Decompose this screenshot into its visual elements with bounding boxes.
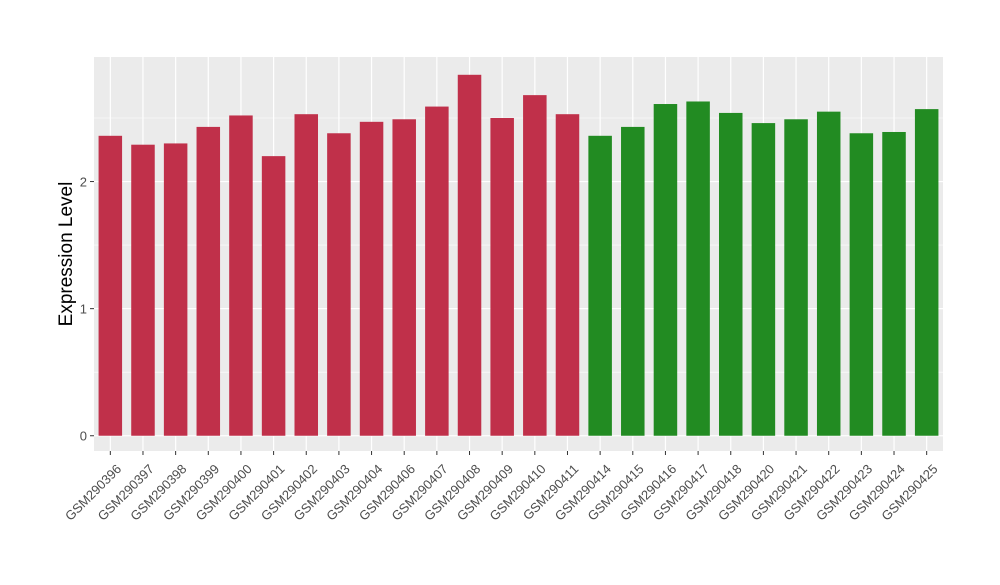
y-axis: 0 1 2: [80, 175, 94, 444]
bar-GSM290423: [849, 133, 874, 436]
y-tick-label: 1: [80, 302, 87, 317]
bar-GSM290421: [784, 119, 808, 436]
bar-GSM290400: [229, 115, 253, 436]
bar-GSM290408: [457, 74, 482, 436]
bar-GSM290414: [588, 135, 612, 436]
bar-GSM290406: [392, 119, 416, 436]
bar-GSM290401: [261, 156, 286, 436]
bar-GSM290397: [131, 144, 155, 436]
y-tick-label: 2: [80, 175, 87, 190]
plot-panel: [94, 57, 943, 451]
bar-GSM290424: [882, 131, 906, 436]
bar-GSM290420: [751, 123, 776, 436]
bar-GSM290410: [523, 95, 547, 436]
bar-GSM290409: [490, 118, 514, 436]
bar-GSM290407: [425, 106, 449, 436]
bar-GSM290403: [327, 133, 351, 436]
bar-GSM290396: [98, 135, 123, 436]
x-axis: GSM290396GSM290397GSM290398GSM290399GSM2…: [62, 451, 941, 524]
bar-GSM290418: [718, 112, 743, 436]
bar-GSM290422: [816, 111, 841, 436]
bar-GSM290416: [653, 104, 678, 436]
bar-GSM290398: [163, 143, 188, 436]
bar-GSM290404: [359, 121, 384, 436]
y-axis-label: Expression Level: [56, 182, 77, 327]
bar-GSM290399: [196, 126, 221, 436]
y-tick-label: 0: [80, 429, 87, 444]
bar-GSM290417: [686, 101, 710, 436]
bars-group: [98, 74, 939, 436]
bar-GSM290402: [294, 114, 319, 436]
bar-GSM290411: [555, 114, 580, 436]
bar-GSM290415: [621, 126, 645, 436]
bar-GSM290425: [914, 109, 939, 436]
